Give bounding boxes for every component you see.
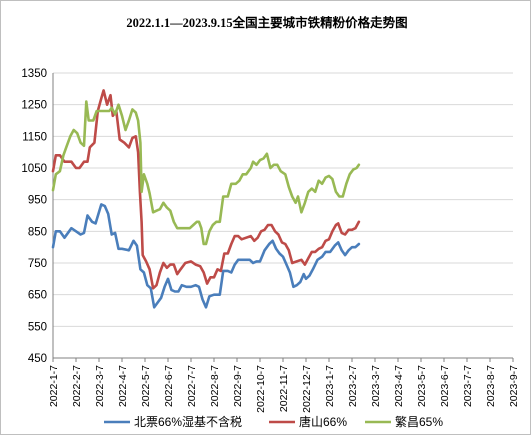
x-tick-label: 2023-5-7 <box>416 365 428 407</box>
x-tick-label: 2022-8-7 <box>209 365 221 407</box>
x-axis: 2022-1-7 2022-2-7 2022-3-7 2022-4-7 2022-5-7… <box>48 357 520 413</box>
series-line-1 <box>51 89 361 290</box>
y-tick-label: 1150 <box>22 131 47 143</box>
y-tick-label: 1350 <box>21 68 47 80</box>
x-tick-label: 2023-4-7 <box>393 365 405 407</box>
y-tick-label: 450 <box>28 353 47 365</box>
x-tick-label: 2023-7-7 <box>462 365 474 407</box>
x-tick-label: 2023-6-7 <box>439 365 451 407</box>
x-tick-label: 2022-7-7 <box>186 365 198 407</box>
legend-label-0: 北票66%湿基不含税 <box>134 414 242 429</box>
y-axis: 450 550 650 750 850 950 1050 1150 1250 1350 <box>21 68 54 365</box>
x-tick-label: 2022-6-7 <box>163 365 175 407</box>
y-tick-label: 650 <box>28 290 47 302</box>
x-tick-label: 2022-11-7 <box>278 365 290 412</box>
x-tick-label: 2023-3-7 <box>370 365 382 407</box>
y-tick-label: 1050 <box>21 163 47 175</box>
legend: 北票66%湿基不含税 唐山66% 繁昌65% <box>104 414 443 429</box>
x-tick-label: 2022-4-7 <box>117 365 129 407</box>
grid-lines <box>53 72 513 327</box>
x-tick-label: 2023-1-7 <box>324 365 336 407</box>
x-tick-label: 2022-10-7 <box>255 365 267 413</box>
x-tick-label: 2022-3-7 <box>94 365 106 407</box>
y-tick-label: 550 <box>28 321 47 333</box>
y-tick-label: 750 <box>28 258 47 270</box>
series-line-0 <box>51 203 361 309</box>
x-tick-label: 2023-2-7 <box>347 365 359 407</box>
series-lines <box>51 89 361 309</box>
chart-title: 2022.1.1—2023.9.15全国主要城市铁精粉价格走势图 <box>126 15 407 30</box>
x-tick-label: 2022-12-7 <box>301 365 313 413</box>
y-tick-label: 850 <box>28 226 47 238</box>
x-tick-label: 2022-2-7 <box>71 365 83 407</box>
series-line-2 <box>51 100 361 246</box>
x-tick-label: 2023-9-7 <box>508 365 520 407</box>
legend-label-1: 唐山66% <box>299 414 347 429</box>
x-tick-label: 2023-8-7 <box>485 365 497 407</box>
x-tick-label: 2022-9-7 <box>232 365 244 407</box>
x-tick-label: 2022-1-7 <box>48 365 60 407</box>
y-tick-label: 950 <box>28 195 47 207</box>
x-tick-label: 2022-5-7 <box>140 365 152 407</box>
y-tick-label: 1250 <box>21 100 47 112</box>
legend-label-2: 繁昌65% <box>395 414 443 429</box>
